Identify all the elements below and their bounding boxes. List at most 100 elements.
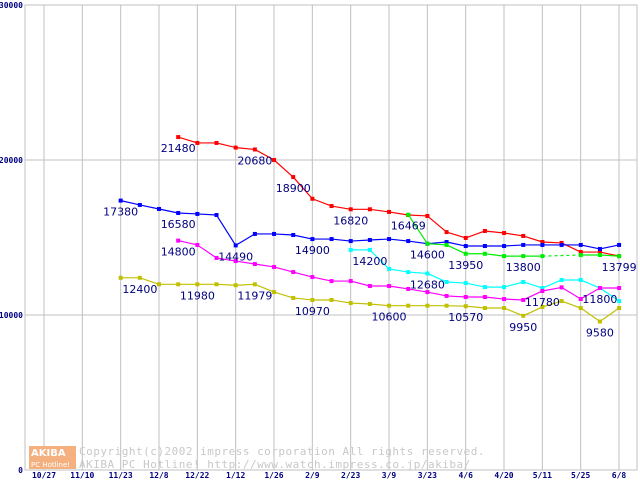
series-segment — [235, 147, 255, 151]
series-segment — [350, 239, 370, 242]
data-point — [521, 297, 526, 302]
series-segment — [542, 279, 562, 289]
data-label: 14200 — [352, 255, 387, 268]
series-segment — [216, 142, 236, 149]
series-segment — [273, 291, 294, 299]
series-segment — [216, 214, 237, 246]
data-point — [578, 253, 583, 258]
series-green — [406, 212, 622, 259]
x-tick-label: 12/22 — [185, 471, 209, 480]
series-segment — [235, 233, 256, 246]
data-label: 17380 — [103, 206, 138, 219]
data-point — [406, 286, 411, 291]
data-point — [195, 242, 200, 247]
data-point — [482, 306, 487, 311]
data-point — [195, 282, 200, 287]
series-segment — [427, 291, 447, 297]
data-label: 9950 — [509, 321, 537, 334]
data-point — [540, 304, 545, 309]
data-point — [195, 140, 200, 145]
data-point — [348, 279, 353, 284]
data-point — [329, 237, 334, 242]
series-segment — [388, 268, 409, 273]
x-tick-label: 1/12 — [226, 471, 245, 480]
series-segment — [599, 287, 620, 302]
series-segment — [446, 295, 466, 298]
series-segment — [465, 230, 486, 239]
data-point — [176, 238, 181, 243]
series-segment — [427, 215, 447, 233]
data-point — [367, 247, 372, 252]
x-tick-label: 11/10 — [70, 471, 94, 480]
series-segment — [273, 159, 294, 178]
x-tick-label: 2/9 — [305, 471, 320, 480]
series-segment — [427, 272, 447, 283]
series-segment — [503, 232, 524, 237]
series-segment — [523, 235, 543, 243]
data-point — [176, 282, 181, 287]
x-tick-label: 5/25 — [571, 471, 590, 480]
data-label: 16820 — [333, 214, 368, 227]
data-label: 11780 — [525, 296, 560, 309]
data-point — [137, 275, 142, 280]
data-point — [406, 239, 411, 244]
data-point — [578, 306, 583, 311]
series-segment — [197, 213, 217, 216]
series-segment — [139, 277, 160, 285]
series-segment — [254, 263, 275, 268]
data-point — [617, 306, 622, 311]
logo-bottom-bg — [29, 458, 76, 469]
data-point — [406, 270, 411, 275]
series-segment — [446, 244, 466, 255]
x-tick-label: 6/8 — [612, 471, 627, 480]
data-point — [367, 284, 372, 289]
series-segment — [350, 302, 370, 305]
data-point — [578, 242, 583, 247]
data-label: 9580 — [586, 327, 614, 340]
y-tick-label: 10000 — [0, 311, 23, 320]
series-segment — [254, 148, 275, 161]
data-point — [597, 246, 602, 251]
series-segment — [522, 306, 543, 317]
data-label: 18900 — [276, 182, 311, 195]
series-segment — [504, 298, 524, 301]
data-label: 16580 — [161, 218, 196, 231]
series-segment — [408, 214, 428, 217]
series-cyan — [348, 247, 622, 304]
data-label: 10600 — [372, 311, 407, 324]
data-point — [559, 299, 564, 304]
x-tick-label: 4/20 — [494, 471, 513, 480]
data-point — [118, 275, 123, 280]
series-segment — [388, 238, 409, 242]
series-segment — [331, 238, 351, 242]
series-segment — [293, 234, 313, 240]
data-label: 13799 — [602, 261, 637, 274]
data-point — [329, 279, 334, 284]
x-tick-label: 11/23 — [109, 471, 133, 480]
data-point — [387, 237, 392, 242]
data-point — [502, 306, 507, 311]
data-label: 14900 — [295, 244, 330, 257]
series-segment — [446, 241, 466, 247]
series-segment — [522, 290, 543, 301]
series-segment — [446, 231, 466, 239]
data-point — [387, 209, 392, 214]
series-segment — [369, 303, 390, 307]
data-point — [214, 140, 219, 145]
series-segment — [235, 260, 255, 265]
data-point — [578, 297, 583, 302]
series-segment — [503, 307, 524, 317]
data-point — [157, 206, 162, 211]
data-point — [559, 285, 564, 290]
series-segment — [139, 204, 160, 210]
series-segment — [580, 307, 601, 323]
data-labels: 21480 20680 18900 16820 16469 17380 16580 14490… — [103, 142, 636, 339]
series-segment — [599, 254, 620, 257]
data-point — [444, 242, 449, 247]
series-segment — [293, 297, 313, 301]
data-point — [521, 279, 526, 284]
data-point — [482, 244, 487, 249]
data-point — [502, 297, 507, 302]
data-point — [233, 145, 238, 150]
data-point — [597, 253, 602, 258]
